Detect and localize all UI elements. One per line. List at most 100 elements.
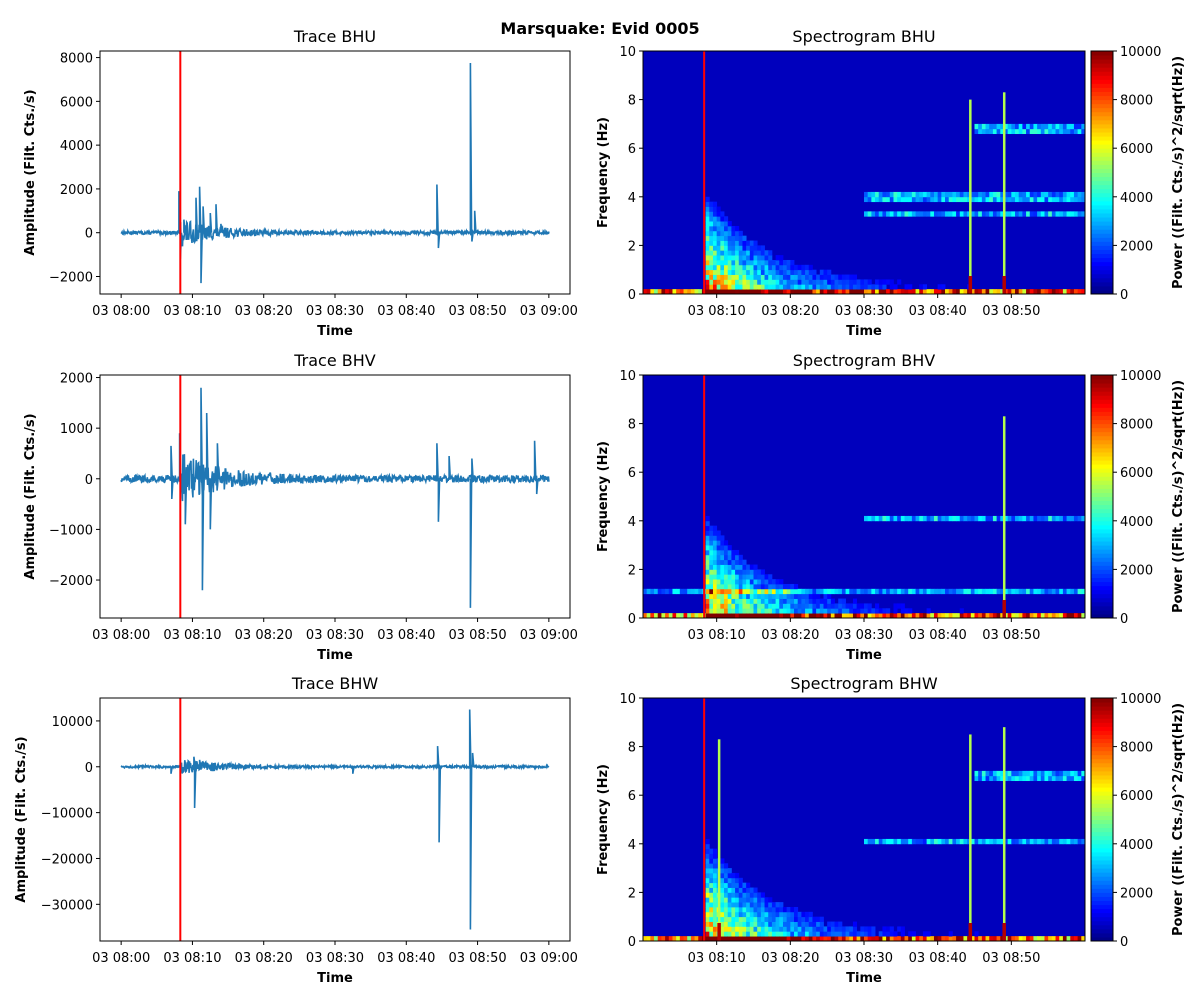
- spectrogram-cell: [768, 583, 773, 590]
- trace-panel: 03 08:00 03 08:10 03 08:20 03 08:30 03 08:40…: [23, 351, 578, 663]
- spectrogram-cell: [779, 269, 784, 275]
- spectrogram-cell: [1073, 211, 1079, 217]
- spectrogram-cell: [952, 196, 957, 203]
- x-tick-label: 03 08:50: [448, 304, 506, 319]
- colorbar-step: [1091, 807, 1113, 812]
- colorbar-step: [1091, 754, 1113, 760]
- spectrogram-cell: [794, 588, 799, 595]
- spectrogram-cell: [989, 613, 994, 619]
- spectrogram-cell: [886, 279, 891, 285]
- spectrogram-cell: [764, 916, 769, 922]
- colorbar-step: [1091, 722, 1113, 727]
- spectrogram-cell: [945, 515, 950, 522]
- spectrogram-cell: [731, 931, 736, 937]
- spectrogram-cell: [712, 535, 718, 541]
- y-tick-label: 0: [628, 935, 636, 950]
- spectrogram-cell: [812, 593, 817, 599]
- spectrogram-cell: [720, 882, 725, 888]
- spectrogram-cell: [794, 911, 799, 918]
- spectrogram-cell: [742, 598, 747, 604]
- spectrogram-cell: [775, 613, 780, 619]
- spectrogram-cell: [720, 921, 725, 927]
- spectrogram-cell: [1051, 196, 1056, 203]
- spectrogram-cell: [963, 211, 968, 217]
- colorbar-step: [1091, 75, 1113, 80]
- spectrogram-cell: [709, 872, 714, 879]
- spectrogram-cell: [731, 245, 736, 251]
- spectrogram-cell: [764, 603, 769, 609]
- spectrogram-cell: [974, 191, 979, 198]
- spectrogram-cell: [731, 926, 736, 932]
- spectrogram-cell: [727, 916, 732, 922]
- spectrogram-cell: [797, 911, 802, 918]
- y-tick-label: 10000: [52, 715, 93, 730]
- colorbar-step: [1091, 613, 1113, 619]
- spectrogram-cell: [978, 191, 983, 198]
- spectrogram-cell: [738, 289, 743, 295]
- spectrogram-cell: [709, 554, 714, 561]
- spectrogram-cell: [760, 250, 765, 256]
- spectrogram-cell: [742, 569, 747, 575]
- spectrogram-cell: [724, 250, 729, 256]
- spectrogram-cell: [856, 931, 861, 937]
- spectrogram-cell: [786, 936, 791, 942]
- spectrogram-cell: [779, 911, 784, 918]
- spectrogram-cell: [654, 289, 659, 295]
- spectrogram-cell: [742, 255, 747, 261]
- spectrogram-cell: [760, 579, 765, 585]
- colorbar-step: [1091, 160, 1113, 165]
- spectrogram-cell: [712, 921, 718, 927]
- colorbar-step: [1091, 892, 1113, 897]
- spectrogram-cell: [897, 926, 902, 932]
- spectrogram-cell: [1000, 515, 1005, 522]
- spectrogram-cell: [889, 289, 894, 295]
- spectrogram-cell: [1055, 613, 1060, 619]
- spectrogram-cell: [919, 515, 924, 522]
- spectrogram-cell: [1077, 128, 1082, 135]
- spectrogram-cell: [911, 211, 916, 217]
- spectrogram-cell: [992, 770, 997, 777]
- spectrogram-cell: [735, 569, 740, 575]
- colorbar-step: [1091, 783, 1113, 788]
- spectrogram-cell: [746, 911, 751, 918]
- spectrogram-cell: [764, 574, 769, 580]
- spectrogram-cell: [716, 230, 721, 237]
- y-tick-label: 6: [628, 789, 636, 804]
- spectrogram-cell: [981, 770, 986, 777]
- colorbar-step: [1091, 261, 1113, 267]
- spectrogram-cell: [764, 931, 769, 937]
- spectrogram-cell: [841, 613, 846, 619]
- x-tick-label: 03 08:30: [306, 304, 364, 319]
- spectrogram-cell: [849, 603, 854, 609]
- spectrogram-cell: [712, 540, 718, 546]
- spectrogram-cell: [735, 549, 740, 556]
- spectrogram-cell: [852, 608, 858, 614]
- spectrogram-cell: [904, 284, 909, 290]
- colorbar-step: [1091, 168, 1113, 173]
- spectrogram-cell: [749, 897, 754, 903]
- spectrogram-cell: [746, 579, 751, 585]
- spectrogram-cell: [845, 279, 850, 285]
- spectrogram-cell: [812, 284, 817, 290]
- spectrogram-cell: [897, 196, 902, 203]
- spectrogram-cell: [1040, 770, 1045, 777]
- spectrogram-cell: [823, 598, 828, 604]
- spectrogram-cell: [967, 588, 972, 595]
- spectrogram-cell: [790, 603, 795, 609]
- spectrogram-cell: [930, 515, 935, 522]
- spectrogram-cell: [668, 588, 673, 595]
- spectrogram-cell: [1011, 289, 1016, 295]
- spectrogram-cell: [735, 588, 740, 595]
- spectrogram-cell: [827, 603, 832, 609]
- spectrogram-cell: [735, 264, 740, 271]
- spectrogram-cell: [919, 613, 924, 619]
- spectrogram-cell: [753, 279, 758, 285]
- spectrogram-cell: [779, 921, 784, 927]
- spectrogram-cell: [720, 936, 725, 942]
- spectrogram-cell: [805, 603, 810, 609]
- colorbar-step: [1091, 233, 1113, 238]
- spectrogram-cell: [790, 906, 795, 913]
- spectrogram-cell: [786, 274, 791, 280]
- spectrogram-cell: [775, 598, 780, 604]
- spectrogram-cell: [738, 936, 743, 942]
